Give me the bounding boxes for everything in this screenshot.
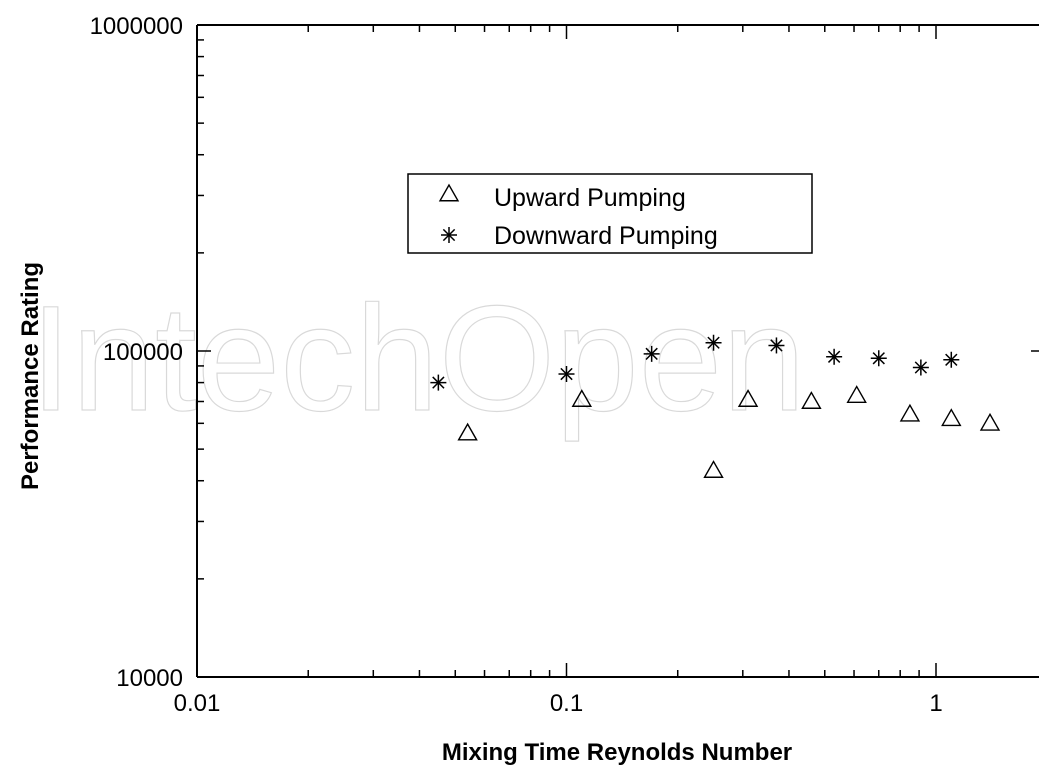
plot-area: 0.01 0.1 1 10000 100000 1000000 (90, 13, 1039, 717)
y-tick-label: 10000 (116, 665, 183, 692)
legend-marker-downward (441, 227, 457, 243)
downward-pumping-point (943, 351, 960, 368)
x-tick-label: 0.01 (174, 690, 221, 717)
x-tick-label: 1 (929, 690, 942, 717)
y-axis-title: Performance Rating (17, 262, 44, 490)
y-tick-label: 1000000 (90, 13, 183, 40)
upward-pumping-point (703, 460, 724, 478)
upward-pumping-point (941, 408, 962, 427)
upward-pumping-point (846, 385, 867, 404)
x-axis-title: Mixing Time Reynolds Number (442, 739, 792, 766)
downward-pumping-point (826, 348, 843, 365)
watermark: IntechOpen (30, 274, 806, 442)
downward-pumping-point (870, 350, 887, 367)
upward-pumping-point (801, 391, 822, 409)
upward-pumping-point (979, 412, 1001, 431)
downward-pumping-point (705, 334, 722, 351)
x-tick-label: 0.1 (550, 690, 583, 717)
asterisk-marker-icon (441, 227, 457, 243)
legend-label-downward: Downward Pumping (494, 222, 718, 250)
legend-label-upward: Upward Pumping (494, 184, 686, 212)
legend: Upward Pumping Downward Pumping (407, 173, 813, 254)
legend-marker-upward (438, 183, 460, 202)
y-tick-label: 100000 (103, 339, 183, 366)
downward-pumping-point (912, 359, 929, 376)
triangle-marker-icon (438, 183, 460, 202)
downward-pumping-point (430, 374, 447, 391)
downward-pumping-point (643, 345, 660, 362)
legend-box (407, 173, 813, 254)
downward-pumping-point (558, 366, 575, 383)
upward-pumping-point (457, 422, 478, 441)
upward-pumping-point (899, 403, 921, 422)
downward-pumping-point (768, 337, 785, 354)
upward-pumping-point (737, 389, 759, 407)
upward-pumping-point (571, 389, 593, 407)
